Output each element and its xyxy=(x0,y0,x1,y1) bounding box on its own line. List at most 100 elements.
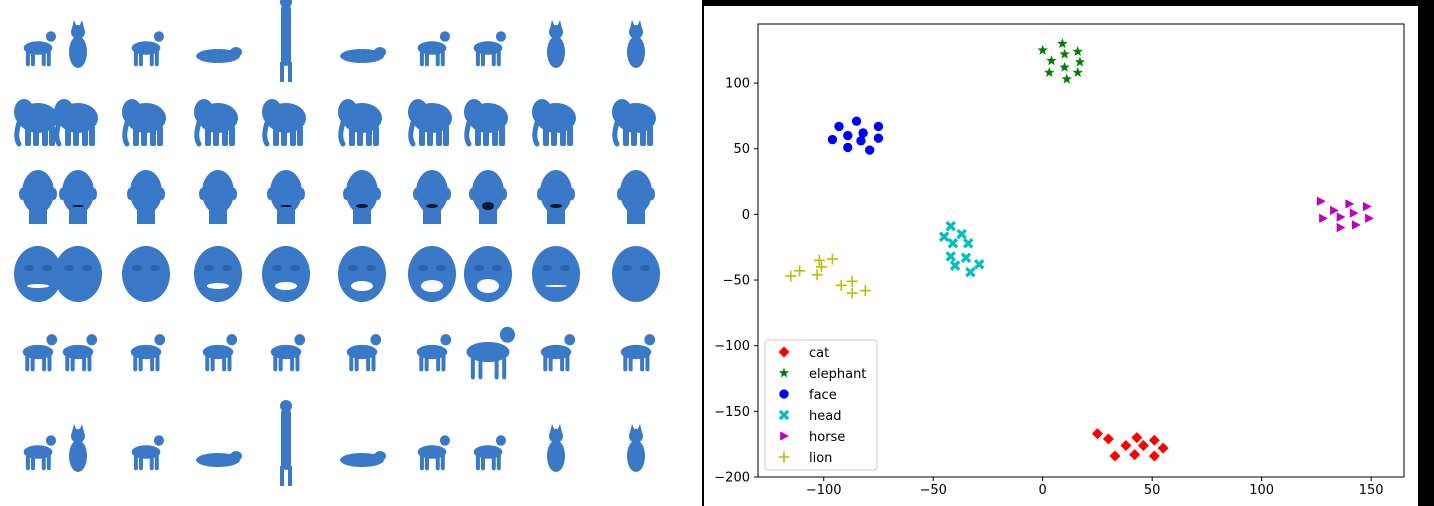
mesh-thumbnail-cat xyxy=(340,47,386,63)
legend-box xyxy=(764,339,878,471)
mesh-thumbnail-lion xyxy=(417,435,450,471)
point-face xyxy=(873,121,884,132)
point-face xyxy=(856,136,866,146)
point-cat xyxy=(1148,434,1160,446)
mesh-thumbnail-face xyxy=(54,246,102,302)
legend-entry-face: face xyxy=(779,388,837,403)
point-head xyxy=(965,266,976,278)
point-horse xyxy=(1336,212,1346,222)
point-cat xyxy=(1120,439,1132,451)
mesh-thumbnails-grid xyxy=(14,0,660,486)
mesh-thumbnail-head xyxy=(413,170,451,224)
mesh-thumbnail-head xyxy=(537,170,575,224)
point-cat xyxy=(1131,432,1143,444)
point-head xyxy=(945,220,956,232)
chart-marks xyxy=(785,38,1374,462)
mesh-thumbnail-horse xyxy=(540,334,576,372)
gallery-row-head xyxy=(19,170,655,224)
series-cat xyxy=(1091,428,1169,462)
point-lion xyxy=(846,287,858,299)
point-head xyxy=(938,231,950,242)
mesh-thumbnail-lion xyxy=(196,451,242,467)
point-horse xyxy=(1345,199,1355,209)
legend-entry-head: head xyxy=(778,409,841,424)
legend-label-elephant: elephant xyxy=(809,367,866,382)
legend-entry-lion: lion xyxy=(778,451,832,466)
right-black-bar xyxy=(1418,0,1434,506)
legend-marker-lion xyxy=(778,451,790,463)
legend-label-cat: cat xyxy=(809,346,829,361)
y-tick-label: −50 xyxy=(723,274,750,289)
plot-frame xyxy=(757,23,1405,478)
mesh-thumbnail-face xyxy=(532,246,580,302)
legend-label-head: head xyxy=(809,409,841,424)
y-tick-label: 100 xyxy=(725,77,750,92)
x-tick-label: 0 xyxy=(1039,483,1047,498)
x-tick-label: 150 xyxy=(1359,483,1384,498)
point-lion xyxy=(811,269,823,281)
point-elephant xyxy=(1072,67,1083,78)
point-cat xyxy=(1137,439,1149,451)
point-elephant xyxy=(1059,48,1070,59)
point-horse xyxy=(1362,201,1372,212)
shape-gallery xyxy=(0,0,700,506)
mesh-thumbnail-lion xyxy=(547,424,565,472)
mesh-thumbnail-cat xyxy=(131,31,165,67)
mesh-thumbnail-lion xyxy=(69,424,87,472)
mesh-thumbnail-face xyxy=(194,246,242,302)
point-horse xyxy=(1319,213,1328,224)
legend-label-lion: lion xyxy=(809,451,832,466)
mesh-thumbnail-cat xyxy=(627,20,645,68)
legend-marker-elephant xyxy=(778,367,790,378)
point-head xyxy=(947,238,959,249)
mesh-thumbnail-horse xyxy=(620,334,656,372)
mesh-thumbnail-cat xyxy=(196,47,242,63)
mesh-thumbnail-head xyxy=(19,170,57,224)
mesh-thumbnail-cat xyxy=(23,31,56,67)
mesh-thumbnail-horse xyxy=(346,334,382,372)
mesh-thumbnail-face xyxy=(122,246,170,302)
x-tick-label: 50 xyxy=(1144,483,1161,498)
point-cat xyxy=(1157,442,1169,454)
point-face xyxy=(858,128,868,138)
mesh-thumbnail-face xyxy=(464,246,512,302)
point-cat xyxy=(1148,450,1160,462)
point-lion xyxy=(859,285,871,297)
mesh-thumbnail-head xyxy=(59,170,97,224)
x-tick-label: −50 xyxy=(919,483,946,498)
mesh-thumbnail-elephant xyxy=(194,99,238,147)
mesh-thumbnail-elephant xyxy=(262,99,306,147)
point-elephant xyxy=(1046,55,1057,66)
y-tick-label: −200 xyxy=(714,471,750,486)
mesh-thumbnail-lion xyxy=(280,400,292,486)
point-lion xyxy=(785,270,797,282)
mesh-thumbnail-horse xyxy=(466,326,515,380)
point-head xyxy=(949,260,961,271)
series-head xyxy=(938,220,985,278)
series-lion xyxy=(785,253,871,299)
mesh-thumbnail-horse xyxy=(62,334,98,372)
mesh-thumbnail-face xyxy=(408,246,456,302)
mesh-thumbnail-horse xyxy=(130,334,166,372)
chart-legend: cat elephant face head horse lion xyxy=(764,339,878,471)
y-tick-label: 50 xyxy=(733,142,750,157)
legend-label-face: face xyxy=(809,388,837,403)
point-horse xyxy=(1349,208,1359,218)
mesh-thumbnail-elephant xyxy=(122,99,166,147)
series-face xyxy=(827,116,884,155)
legend-entry-cat: cat xyxy=(778,346,829,361)
point-horse xyxy=(1351,220,1361,230)
gallery-row-lion xyxy=(23,400,645,486)
mesh-thumbnail-face xyxy=(338,246,386,302)
chart-axes: −100 −50 0 50 100 150 −200 −150 −100 −50 0 50 100 xyxy=(714,23,1405,498)
mesh-thumbnail-cat xyxy=(69,20,87,68)
point-horse xyxy=(1336,222,1346,233)
point-head xyxy=(962,238,974,249)
mesh-thumbnail-elephant xyxy=(54,99,98,147)
point-cat xyxy=(1129,449,1141,461)
mesh-thumbnail-lion xyxy=(131,435,165,471)
mesh-thumbnail-lion xyxy=(473,435,506,471)
point-head xyxy=(960,252,972,263)
legend-marker-face xyxy=(779,389,789,399)
mesh-thumbnail-cat xyxy=(417,31,450,67)
